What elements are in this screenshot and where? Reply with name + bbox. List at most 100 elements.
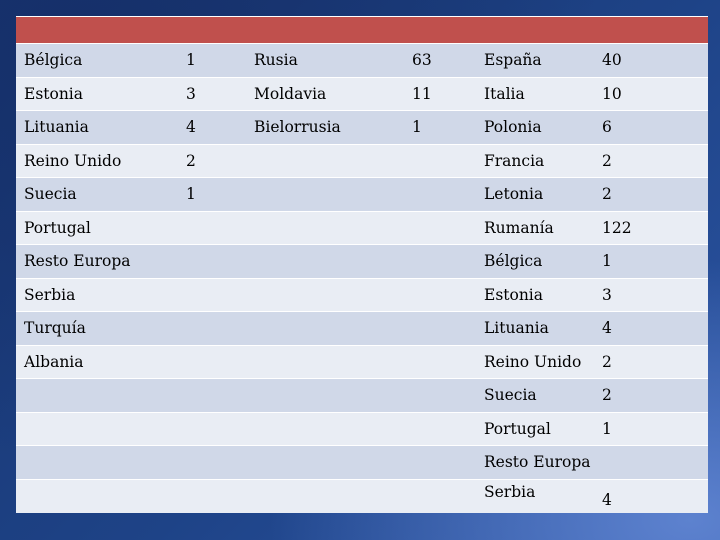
country-cell [246,411,402,446]
value-cell [402,277,476,312]
country-cell: Lituania [476,311,592,345]
country-cell: Estonia [476,277,592,312]
country-cell: Bélgica [476,244,592,278]
table-row: Suecia 2 [16,378,708,412]
value-cell [402,344,476,379]
header-cell [592,16,708,44]
table-body: Bélgica 1 Rusia 63 España 40 Estonia 3 Moldavia 1… [16,43,708,513]
value-cell [402,143,476,178]
value-cell: 1 [402,110,476,144]
value-cell: 63 [402,43,476,77]
country-cell: Serbia [476,478,592,513]
value-cell [402,244,476,278]
table-row: Reino Unido 2 Francia 2 [16,143,708,178]
value-cell: 4 [176,110,246,144]
table-row: Estonia 3 Moldavia 11 Italia 10 [16,76,708,111]
table-row: Resto Europa Bélgica 1 [16,244,708,278]
value-cell [592,445,708,479]
country-cell: Resto Europa [16,244,176,278]
country-table: Bélgica 1 Rusia 63 España 40 Estonia 3 Moldavia 1… [16,16,708,513]
country-cell [246,210,402,245]
table-row: Serbia 4 [16,478,708,513]
value-cell [176,244,246,278]
country-cell [246,445,402,479]
country-cell: Polonia [476,110,592,144]
value-cell [176,478,246,513]
value-cell [176,378,246,412]
table-row: Serbia Estonia 3 [16,277,708,312]
country-cell [246,177,402,211]
value-cell: 1 [592,411,708,446]
country-cell: Moldavia [246,76,402,111]
value-cell: 2 [592,177,708,211]
value-cell: 3 [176,76,246,111]
value-cell [176,411,246,446]
country-cell [246,143,402,178]
table-row: Resto Europa [16,445,708,479]
value-cell [402,411,476,446]
table-row: Bélgica 1 Rusia 63 España 40 [16,43,708,77]
header-cell [176,16,246,44]
value-cell: 6 [592,110,708,144]
header-cell [246,16,402,44]
country-cell [246,277,402,312]
country-cell: Suecia [16,177,176,211]
country-cell: Resto Europa [476,445,592,479]
table-row: Albania Reino Unido 2 [16,344,708,379]
table-row: Lituania 4 Bielorrusia 1 Polonia 6 [16,110,708,144]
value-cell [402,478,476,513]
country-cell: Portugal [16,210,176,245]
country-cell: Lituania [16,110,176,144]
value-cell [402,378,476,412]
header-cell [16,16,176,44]
value-cell: 2 [592,344,708,379]
country-cell [16,445,176,479]
country-cell: España [476,43,592,77]
country-cell: Reino Unido [16,143,176,178]
header-cell [476,16,592,44]
value-cell [176,311,246,345]
value-cell [402,177,476,211]
table-row: Portugal 1 [16,411,708,446]
value-cell [402,210,476,245]
country-cell [246,311,402,345]
value-cell: 2 [592,378,708,412]
table-header-row [16,16,708,44]
country-cell [246,478,402,513]
country-cell: Suecia [476,378,592,412]
value-cell: 1 [176,177,246,211]
value-cell: 122 [592,210,708,245]
country-cell: Rumanía [476,210,592,245]
country-cell: Francia [476,143,592,178]
value-cell: 4 [592,478,708,513]
country-cell: Rusia [246,43,402,77]
value-cell: 2 [592,143,708,178]
country-cell: Letonia [476,177,592,211]
country-cell: Reino Unido [476,344,592,379]
value-cell: 3 [592,277,708,312]
country-cell [246,244,402,278]
value-cell: 40 [592,43,708,77]
country-cell [16,411,176,446]
value-cell [402,445,476,479]
value-cell: 1 [592,244,708,278]
table-row: Portugal Rumanía 122 [16,210,708,245]
value-cell [176,445,246,479]
country-cell: Serbia [16,277,176,312]
value-cell [176,210,246,245]
table-row: Suecia 1 Letonia 2 [16,177,708,211]
country-cell: Turquía [16,311,176,345]
country-cell [16,378,176,412]
country-cell: Estonia [16,76,176,111]
country-cell [246,344,402,379]
value-cell [176,277,246,312]
data-table-container: Bélgica 1 Rusia 63 España 40 Estonia 3 Moldavia 1… [16,16,708,513]
value-cell: 2 [176,143,246,178]
country-cell: Italia [476,76,592,111]
country-cell: Bélgica [16,43,176,77]
table-row: Turquía Lituania 4 [16,311,708,345]
country-cell: Bielorrusia [246,110,402,144]
country-cell: Portugal [476,411,592,446]
value-cell [176,344,246,379]
value-cell: 10 [592,76,708,111]
